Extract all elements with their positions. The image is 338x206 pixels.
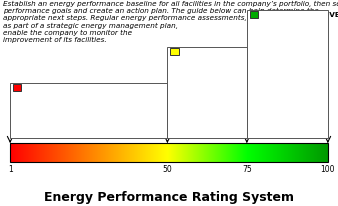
- Bar: [13, 84, 21, 91]
- Text: ADJUST: ADJUST: [181, 49, 212, 55]
- Text: 100: 100: [321, 165, 335, 174]
- Bar: [170, 48, 178, 55]
- Text: INVEST: INVEST: [24, 85, 53, 91]
- Text: These top performing
facilities offer
examples of best
practices as well as
oppo: These top performing facilities offer ex…: [249, 20, 311, 93]
- Bar: [10, 83, 167, 138]
- Text: 1: 1: [8, 165, 13, 174]
- Bar: [247, 10, 328, 138]
- Bar: [10, 143, 328, 162]
- Text: 50: 50: [163, 165, 172, 174]
- Text: Facilities in this range offer the greatest
opportunity for financial and enviro: Facilities in this range offer the great…: [13, 93, 134, 129]
- Bar: [249, 11, 258, 18]
- Bar: [167, 47, 247, 138]
- Text: Establish an energy performance baseline for all facilities in the company’s por: Establish an energy performance baseline…: [3, 1, 338, 43]
- Text: 75: 75: [243, 165, 252, 174]
- Text: Energy Performance Rating System: Energy Performance Rating System: [44, 191, 294, 204]
- Text: Facilities in this range
may reap significant
savings from
concentration on simp: Facilities in this range may reap signif…: [170, 57, 239, 117]
- Text: MAINTAIN/IMPROVE: MAINTAIN/IMPROVE: [261, 12, 338, 18]
